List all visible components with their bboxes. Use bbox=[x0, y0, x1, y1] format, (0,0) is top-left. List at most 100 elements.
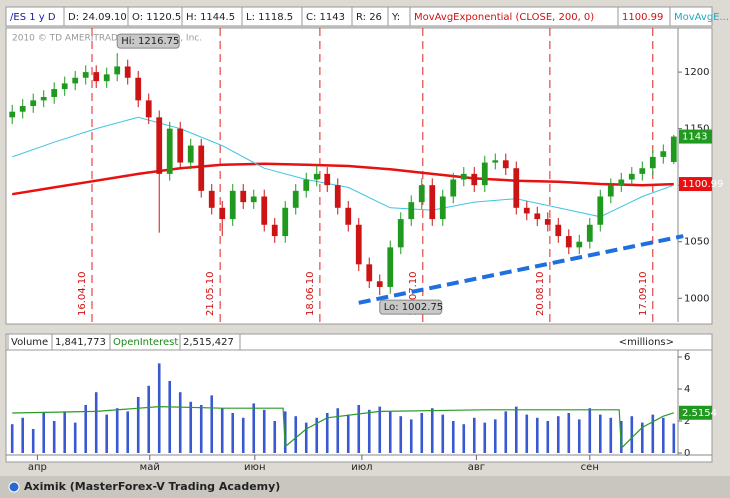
extreme-label: Hi: 1216.75 bbox=[121, 36, 179, 47]
candle-body bbox=[502, 160, 509, 169]
candle-body bbox=[145, 100, 152, 118]
footer-icon bbox=[8, 481, 20, 493]
candle-body bbox=[670, 136, 677, 162]
volume-bar bbox=[546, 421, 550, 453]
volume-bar bbox=[672, 423, 676, 453]
volume-bar bbox=[273, 421, 277, 453]
volume-bar bbox=[556, 416, 560, 453]
y-tick-label: 1150 bbox=[684, 124, 709, 135]
legend-text: 1,841,773 bbox=[55, 337, 106, 348]
header-text: MovAvgExponential (CLOSE, 200, 0) bbox=[414, 12, 594, 23]
candle-body bbox=[586, 224, 593, 242]
volume-bar bbox=[241, 417, 245, 453]
candle-body bbox=[9, 111, 16, 118]
y-tick-label: 1000 bbox=[684, 293, 709, 304]
candle-body bbox=[240, 190, 247, 203]
footer-bar bbox=[0, 476, 730, 498]
volume-bar bbox=[199, 405, 203, 453]
date-label: 16.07.10 bbox=[408, 271, 419, 316]
candle-body bbox=[492, 160, 499, 163]
volume-bar bbox=[304, 422, 308, 453]
header-text: O: 1120.5 bbox=[132, 12, 181, 23]
last-value-label: 1143 bbox=[682, 132, 707, 143]
copyright: 2010 © TD AMERITRADE IP Company, Inc. bbox=[12, 34, 202, 44]
volume-bar bbox=[336, 408, 340, 453]
volume-bar bbox=[231, 413, 235, 453]
volume-bar bbox=[210, 395, 214, 453]
volume-bar bbox=[136, 397, 140, 453]
candle-body bbox=[628, 173, 635, 180]
candle-body bbox=[103, 74, 110, 82]
volume-bar bbox=[661, 417, 665, 453]
volume-bar bbox=[567, 413, 571, 453]
candle-body bbox=[481, 162, 488, 186]
candle-body bbox=[114, 66, 121, 75]
volume-bar bbox=[115, 408, 119, 453]
candle-body bbox=[30, 100, 37, 107]
candle-body bbox=[261, 196, 268, 225]
candle-body bbox=[82, 72, 89, 78]
units-label: <millions> bbox=[619, 337, 674, 348]
candle-body bbox=[355, 224, 362, 265]
legend-text: 2,515,427 bbox=[183, 337, 234, 348]
volume-bar bbox=[441, 414, 445, 453]
candle-body bbox=[313, 173, 320, 180]
volume-bar bbox=[325, 413, 329, 453]
header-text: MovAvgE... bbox=[674, 12, 729, 23]
volume-bar bbox=[126, 411, 130, 453]
volume-bar bbox=[262, 409, 266, 453]
volume-bar bbox=[409, 419, 413, 453]
volume-bar bbox=[105, 414, 109, 453]
last-value-label: 2.5154 bbox=[682, 408, 717, 419]
y-tick-label: 1200 bbox=[684, 67, 709, 78]
candle-body bbox=[639, 168, 646, 174]
volume-bar bbox=[504, 411, 508, 453]
volume-bar bbox=[220, 408, 224, 453]
price-panel bbox=[5, 27, 713, 325]
volume-bar bbox=[535, 417, 539, 453]
candle-body bbox=[418, 185, 425, 203]
volume-bar bbox=[315, 417, 319, 453]
candle-body bbox=[366, 264, 373, 282]
volume-bar bbox=[178, 392, 182, 453]
volume-bar bbox=[483, 422, 487, 453]
date-label: 21.05.10 bbox=[205, 271, 216, 316]
candle-body bbox=[250, 196, 257, 203]
candle-body bbox=[219, 207, 226, 220]
volume-bar bbox=[94, 392, 98, 453]
volume-bar bbox=[598, 414, 602, 453]
y-tick-label: 0 bbox=[684, 448, 690, 459]
volume-bar bbox=[168, 381, 172, 453]
candle-body bbox=[124, 66, 131, 78]
candle-body bbox=[166, 128, 173, 174]
volume-bar bbox=[430, 408, 434, 453]
volume-bar bbox=[357, 405, 361, 453]
candle-body bbox=[345, 207, 352, 225]
volume-bar bbox=[189, 401, 193, 453]
volume-bar bbox=[52, 421, 56, 453]
candle-body bbox=[429, 185, 436, 220]
x-tick-label: июн bbox=[244, 462, 265, 473]
candle-body bbox=[460, 173, 467, 180]
candle-body bbox=[439, 196, 446, 220]
candle-body bbox=[408, 202, 415, 220]
candle-body bbox=[618, 179, 625, 186]
date-label: 18.06.10 bbox=[305, 271, 316, 316]
header-text: D: 24.09.10 bbox=[68, 12, 127, 23]
legend-text: Volume bbox=[11, 337, 48, 348]
candle-body bbox=[565, 236, 572, 248]
volume-bar bbox=[588, 408, 592, 453]
candle-body bbox=[282, 207, 289, 237]
volume-bar bbox=[651, 414, 655, 453]
legend-text: OpenInterest bbox=[113, 337, 178, 348]
candle-body bbox=[376, 281, 383, 287]
candle-body bbox=[177, 128, 184, 163]
candle-body bbox=[303, 179, 310, 191]
header-text: R: 26 bbox=[356, 12, 382, 23]
volume-bar bbox=[514, 406, 518, 453]
volume-bar bbox=[619, 421, 623, 453]
candle-body bbox=[61, 83, 68, 90]
candle-body bbox=[576, 241, 583, 248]
date-label: 20.08.10 bbox=[535, 271, 546, 316]
